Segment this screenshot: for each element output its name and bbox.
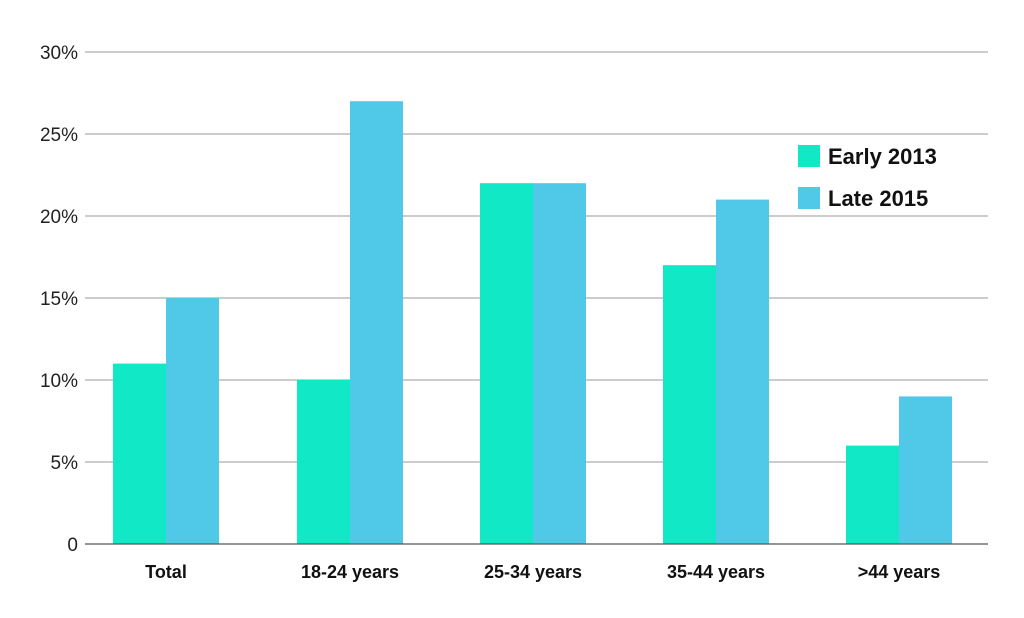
bar-early-2013-2 <box>297 380 350 544</box>
x-category-label: Total <box>145 562 187 582</box>
x-category-label: 18-24 years <box>301 562 399 582</box>
x-axis-category-labels: Total 18-24 years 25-34 years 35-44 years >4… <box>145 562 940 582</box>
y-tick-label: 25% <box>40 125 78 146</box>
bar-early-2013-1 <box>113 363 166 544</box>
bar-early-2013-3 <box>480 183 533 544</box>
bar-late-2015-5 <box>899 396 952 544</box>
y-axis-tick-labels: 0 5% 10% 15% 20% 25% 30% <box>40 43 78 556</box>
y-tick-label: 10% <box>40 371 78 392</box>
bar-late-2015-1 <box>166 298 219 544</box>
bar-late-2015-2 <box>350 101 403 544</box>
y-tick-label: 0 <box>67 535 78 556</box>
legend: Early 2013 Late 2015 <box>798 144 937 211</box>
bar-early-2013-4 <box>663 265 716 544</box>
y-tick-label: 30% <box>40 43 78 64</box>
bar-late-2015-3 <box>533 183 586 544</box>
legend-swatch <box>798 187 820 209</box>
y-tick-label: 20% <box>40 207 78 228</box>
legend-label: Early 2013 <box>828 144 937 169</box>
x-category-label: >44 years <box>858 562 941 582</box>
x-category-label: 35-44 years <box>667 562 765 582</box>
x-category-label: 25-34 years <box>484 562 582 582</box>
y-tick-label: 15% <box>40 289 78 310</box>
y-tick-label: 5% <box>51 453 79 474</box>
legend-swatch <box>798 145 820 167</box>
bar-late-2015-4 <box>716 199 769 544</box>
bar-early-2013-5 <box>846 445 899 544</box>
legend-label: Late 2015 <box>828 186 928 211</box>
bars <box>113 101 952 544</box>
